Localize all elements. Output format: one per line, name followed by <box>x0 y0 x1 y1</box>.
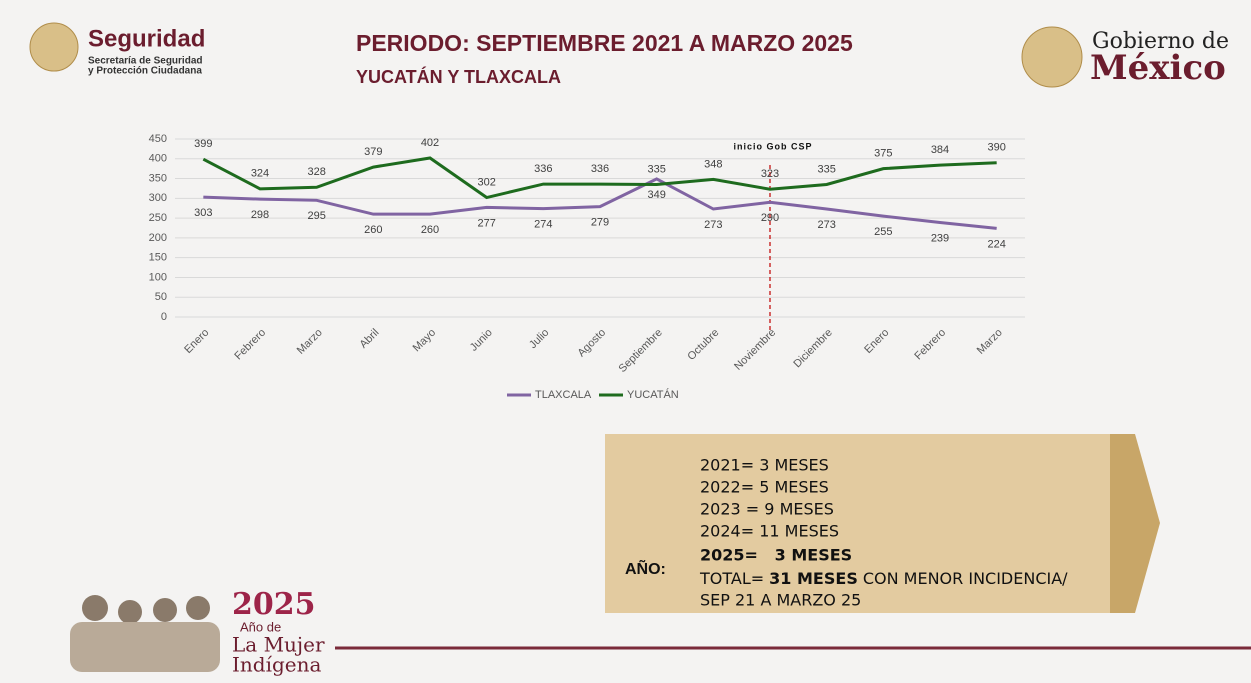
series-line <box>202 156 997 200</box>
info-line: 2024= 11 MESES <box>700 522 839 541</box>
info-line: 2021= 3 MESES <box>700 456 829 475</box>
y-tick-label: 400 <box>149 153 167 165</box>
data-label: 273 <box>704 219 722 231</box>
data-label: 255 <box>874 226 892 238</box>
data-label: 298 <box>251 209 269 221</box>
data-label: 295 <box>307 210 325 222</box>
total-bold: 31 MESES <box>769 569 858 588</box>
data-label: 402 <box>421 137 439 149</box>
info-line: 2023 = 9 MESES <box>700 500 834 519</box>
data-label: 302 <box>477 176 495 188</box>
y-tick-label: 250 <box>149 212 167 224</box>
data-label: 260 <box>421 224 439 236</box>
legend-label: TLAXCALA <box>535 389 592 401</box>
info-period: SEP 21 A MARZO 25 <box>700 591 861 610</box>
data-label: 273 <box>817 219 835 231</box>
data-label: 279 <box>591 217 609 229</box>
data-label: 290 <box>761 212 779 224</box>
footer-text: Indígena <box>232 653 322 677</box>
logo-title: México <box>1090 48 1226 88</box>
data-label: 274 <box>534 219 552 231</box>
data-label: 335 <box>817 163 835 175</box>
footer-year: 2025 <box>232 587 316 622</box>
data-label: 335 <box>647 163 665 175</box>
y-tick-label: 450 <box>149 133 167 145</box>
data-label: 375 <box>874 148 892 160</box>
footer-text: La Mujer <box>232 633 325 657</box>
data-label: 324 <box>251 168 269 180</box>
info-highlight: 2025= 3 MESES <box>700 546 852 565</box>
annotation: inicio Gob CSP <box>733 141 812 151</box>
y-tick-label: 50 <box>155 291 167 303</box>
data-label: 239 <box>931 232 949 244</box>
y-tick-label: 150 <box>149 252 167 264</box>
info-line: 2022= 5 MESES <box>700 478 829 497</box>
data-label: 260 <box>364 224 382 236</box>
footer-figures <box>70 595 220 672</box>
data-label: 323 <box>761 168 779 180</box>
info-arrow <box>1110 434 1160 613</box>
footer-text: Año de <box>240 619 281 634</box>
data-label: 336 <box>534 163 552 175</box>
data-label: 277 <box>477 217 495 229</box>
total-prefix: TOTAL= <box>699 569 764 588</box>
slide-title: PERIODO: SEPTIEMBRE 2021 A MARZO 2025 <box>356 30 853 56</box>
data-label: 379 <box>364 146 382 158</box>
data-label: 348 <box>704 158 722 170</box>
data-label: 390 <box>987 142 1005 154</box>
data-label: 384 <box>931 144 949 156</box>
logo-title: Gobierno de <box>1092 29 1229 54</box>
data-label: 336 <box>591 163 609 175</box>
data-label: 399 <box>194 138 212 150</box>
info-box <box>605 434 1110 613</box>
y-tick-label: 350 <box>149 172 167 184</box>
series-line <box>203 177 997 230</box>
logo-title: Seguridad <box>88 25 205 52</box>
total-suffix: CON MENOR INCIDENCIA/ <box>863 569 1068 588</box>
logo-subtitle: Secretaría de Seguridad <box>88 56 203 67</box>
legend-label: YUCATÁN <box>627 388 679 401</box>
y-tick-label: 300 <box>149 192 167 204</box>
info-total: TOTAL= 31 MESES CON MENOR INCIDENCIA/ <box>699 569 1068 588</box>
emblem <box>1021 26 1083 88</box>
data-label: 349 <box>647 189 665 201</box>
info-label: AÑO: <box>625 558 666 578</box>
y-tick-label: 200 <box>149 232 167 244</box>
emblem <box>29 22 79 72</box>
slide-subtitle: YUCATÁN Y TLAXCALA <box>356 66 561 87</box>
y-tick-label: 0 <box>161 311 167 323</box>
logo-subtitle: y Protección Ciudadana <box>88 66 202 77</box>
data-label: 328 <box>307 166 325 178</box>
data-label: 224 <box>987 238 1005 250</box>
y-tick-label: 100 <box>149 271 167 283</box>
data-label: 303 <box>194 207 212 219</box>
